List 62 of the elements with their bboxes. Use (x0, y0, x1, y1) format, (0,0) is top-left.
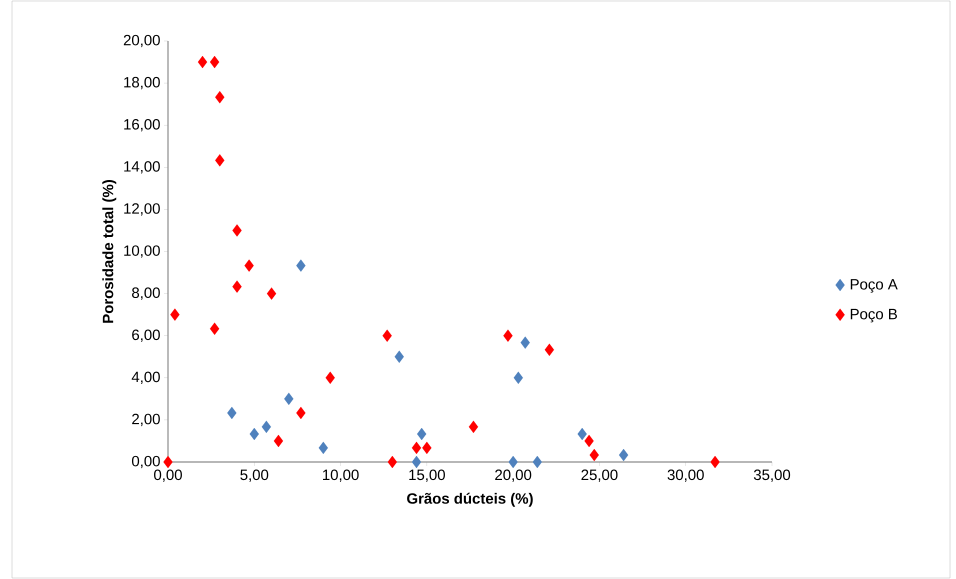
point (503, 330, 513, 342)
y-tick-label: 10,00 (124, 245, 160, 258)
y-tick-label: 14,00 (124, 161, 160, 174)
y-tick-label: 6,00 (132, 330, 160, 342)
point (284, 392, 294, 406)
point (210, 56, 220, 68)
point (412, 442, 422, 454)
point (544, 344, 554, 356)
x-tick-label: 20,00 (495, 470, 532, 482)
y-tick-label: 0,00 (132, 456, 160, 468)
point (710, 456, 720, 468)
x-tick-label: 30,00 (668, 470, 704, 482)
point (577, 428, 587, 440)
point (296, 406, 306, 420)
point (514, 372, 524, 384)
point (412, 456, 422, 468)
y-tick-label: 2,00 (132, 414, 160, 426)
point (468, 420, 478, 434)
y-tick-label: 8,00 (132, 287, 160, 300)
point (244, 259, 254, 272)
point (170, 308, 180, 321)
point (318, 442, 328, 454)
point (227, 406, 237, 420)
point (198, 56, 208, 68)
point (262, 420, 272, 434)
point (210, 322, 220, 335)
point (388, 456, 398, 468)
point (232, 224, 242, 237)
y-tick-label: 4,00 (132, 372, 160, 384)
legend-label: Poço A (850, 279, 898, 293)
point (326, 372, 335, 384)
x-tick-label: 5,00 (240, 470, 268, 482)
point (215, 91, 224, 104)
x-tick-label: 10,00 (323, 470, 359, 482)
x-tick-label: 35,00 (754, 470, 790, 482)
point (590, 448, 599, 462)
x-tick-label: 15,00 (409, 470, 445, 482)
point (215, 154, 224, 167)
point (382, 330, 392, 342)
legend-label: Poço B (850, 308, 897, 322)
point (416, 428, 426, 440)
point (532, 456, 542, 468)
point (232, 280, 242, 293)
y-tick-label: 16,00 (124, 119, 160, 132)
y-tick-label: 20,00 (124, 34, 160, 48)
x-tick-label: 25,00 (581, 470, 618, 482)
point (508, 456, 518, 468)
point (584, 434, 594, 448)
point (266, 287, 276, 300)
point (520, 336, 530, 349)
point (296, 259, 306, 272)
point (163, 456, 173, 468)
y-axis-title: Porosidade total (%) (102, 180, 116, 323)
x-axis-title: Grãos dúcteis (%) (407, 492, 533, 507)
point (618, 448, 628, 462)
point (250, 428, 259, 440)
y-tick-label: 12,00 (124, 203, 160, 216)
point (394, 350, 404, 363)
x-tick-label: 0,00 (154, 470, 182, 482)
point (422, 442, 432, 454)
y-tick-label: 18,00 (124, 76, 160, 90)
point (274, 434, 284, 448)
